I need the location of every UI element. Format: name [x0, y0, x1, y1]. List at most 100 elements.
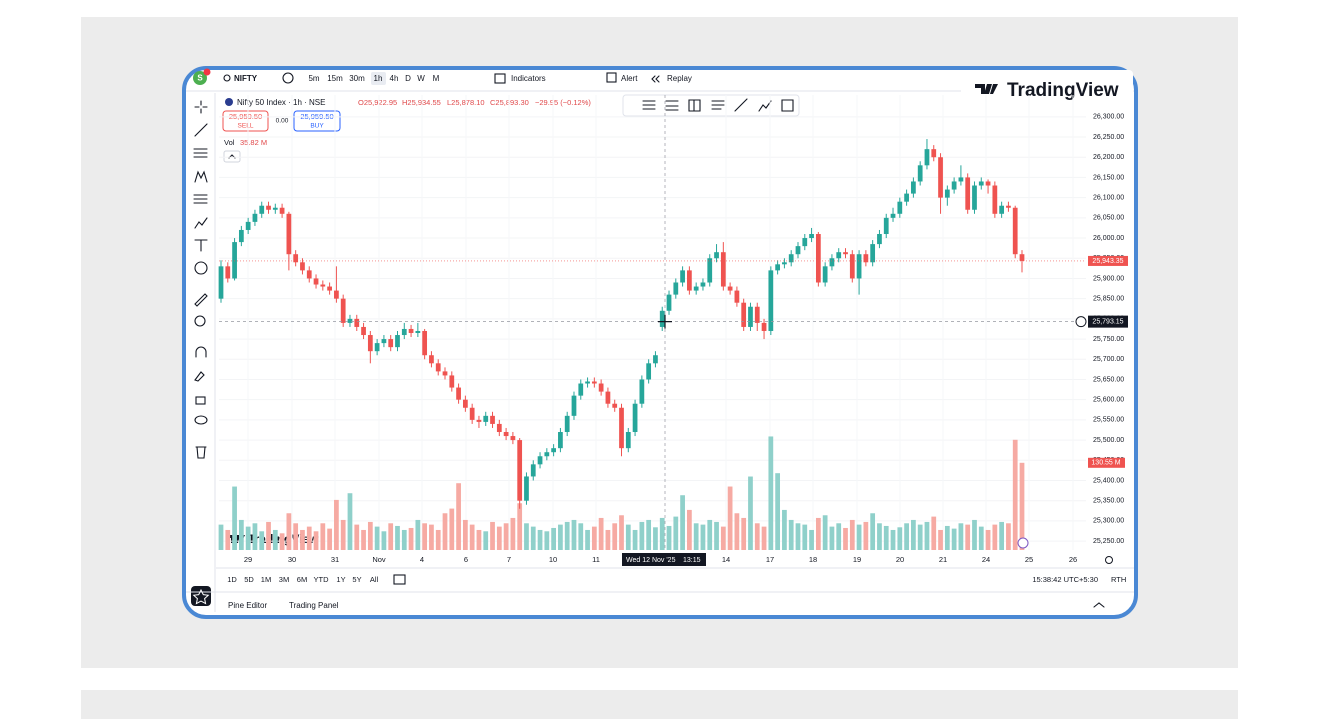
interval-button[interactable]: 5m — [308, 74, 319, 83]
symbol[interactable]: NIFTY — [234, 74, 258, 83]
range-button[interactable]: 5D — [244, 575, 254, 584]
candle-body — [571, 395, 577, 416]
volume-bar — [551, 527, 556, 550]
candle-body — [944, 189, 950, 198]
candle-body — [877, 234, 882, 245]
range-button[interactable]: 1Y — [336, 575, 345, 584]
volume-bar — [748, 476, 753, 550]
candle-body — [320, 284, 326, 287]
candle-body — [829, 258, 835, 267]
volume-bar — [666, 525, 672, 550]
backdrop-lower — [81, 690, 1238, 719]
candle-body — [1019, 254, 1025, 261]
badge — [203, 68, 211, 76]
candle-body — [395, 335, 400, 348]
fib-tool[interactable] — [193, 148, 208, 158]
volume-bar — [340, 519, 346, 550]
candle-body — [659, 310, 665, 327]
x-tick-label: 20 — [896, 555, 904, 564]
candle-body — [741, 302, 747, 327]
volume-bar — [476, 529, 482, 550]
range-button[interactable]: 3M — [279, 575, 289, 584]
range-button[interactable]: All — [370, 575, 379, 584]
interval-button[interactable]: W — [417, 74, 425, 83]
session[interactable]: RTH — [1111, 575, 1126, 584]
range-button[interactable]: YTD — [314, 575, 330, 584]
x-tick-label: 19 — [853, 555, 861, 564]
forecast-tool[interactable] — [193, 194, 208, 204]
trading-panel-tab[interactable]: Trading Panel — [289, 601, 339, 610]
volume-bar — [462, 519, 468, 550]
date-range-icon[interactable] — [393, 574, 406, 585]
volume-bar — [524, 523, 529, 550]
interval-button[interactable]: 4h — [390, 74, 399, 83]
volume-bar — [965, 524, 971, 550]
pine-editor-tab[interactable]: Pine Editor — [228, 601, 267, 610]
candle-body — [666, 294, 672, 311]
volume-bar — [917, 524, 923, 550]
alert-button[interactable]: Alert — [621, 74, 638, 83]
compare-icon[interactable] — [282, 72, 294, 84]
trend-line-tool[interactable] — [194, 123, 208, 137]
volume-bar — [931, 516, 937, 550]
watchlist-button[interactable] — [191, 586, 211, 606]
cursor-tool[interactable] — [194, 100, 208, 114]
icon-tool[interactable] — [194, 261, 208, 275]
hide-tool[interactable] — [194, 415, 208, 425]
y-tick-label: 26,050.00 — [1093, 215, 1124, 222]
interval-button[interactable]: 30m — [349, 74, 365, 83]
interval-button[interactable]: 1h — [374, 74, 383, 83]
volume-bar — [639, 521, 645, 550]
sell-button[interactable] — [222, 110, 269, 132]
intervals: 5m 15m 30m 1h 4h D W M — [308, 74, 439, 83]
volume-bar — [1006, 523, 1011, 550]
volume-bar — [266, 521, 271, 550]
brush-tool[interactable] — [194, 217, 208, 229]
add-alert-button[interactable] — [1075, 316, 1087, 328]
candle-body — [849, 254, 855, 279]
volume-bar — [883, 525, 889, 550]
candle-body — [259, 205, 265, 214]
volume-bar — [619, 515, 624, 550]
interval-button[interactable]: D — [405, 74, 411, 83]
range-button[interactable]: 1D — [227, 575, 237, 584]
range-button[interactable]: 5Y — [352, 575, 361, 584]
crosshair-price-label: 25,793.15 — [1092, 318, 1123, 325]
ohlc-change: −29.95 (−0.12%) — [535, 98, 591, 107]
interval-button[interactable]: 15m — [327, 74, 343, 83]
buy-button[interactable] — [293, 110, 341, 132]
lock-tool[interactable] — [195, 396, 206, 405]
volume-legend: Vol — [224, 138, 235, 147]
volume-bar — [890, 529, 896, 550]
candle-body — [388, 339, 394, 348]
replay-button[interactable]: Replay — [667, 74, 692, 83]
volume-bar — [218, 524, 224, 550]
candle-body — [340, 298, 346, 323]
candle-body — [334, 290, 339, 299]
range-button[interactable]: 1M — [261, 575, 271, 584]
candle-body — [564, 415, 570, 433]
magnet-tool[interactable] — [195, 346, 207, 358]
range-button[interactable]: 6M — [297, 575, 307, 584]
volume-bar — [999, 521, 1005, 550]
zoom-tool[interactable] — [194, 315, 206, 327]
candle-body — [985, 181, 991, 186]
pattern-tool[interactable] — [194, 170, 208, 183]
volume-bar — [944, 525, 950, 550]
text-tool[interactable] — [194, 239, 208, 252]
interval-button[interactable]: M — [433, 74, 440, 83]
settings-icon[interactable] — [1105, 556, 1113, 564]
measure-tool[interactable] — [194, 293, 208, 307]
candle-body — [374, 343, 380, 352]
x-tick-label: 25 — [1025, 555, 1033, 564]
indicators-button[interactable]: Indicators — [511, 74, 546, 83]
expand-icon[interactable] — [1093, 602, 1105, 608]
candle-body — [476, 419, 482, 422]
remove-tool[interactable] — [195, 446, 207, 459]
stay-drawing-tool[interactable] — [194, 371, 205, 382]
avatar[interactable] — [193, 71, 207, 85]
candle-body — [503, 432, 509, 437]
volume-bar — [591, 526, 597, 550]
collapse-button[interactable] — [223, 150, 241, 163]
candle-body — [639, 379, 645, 404]
